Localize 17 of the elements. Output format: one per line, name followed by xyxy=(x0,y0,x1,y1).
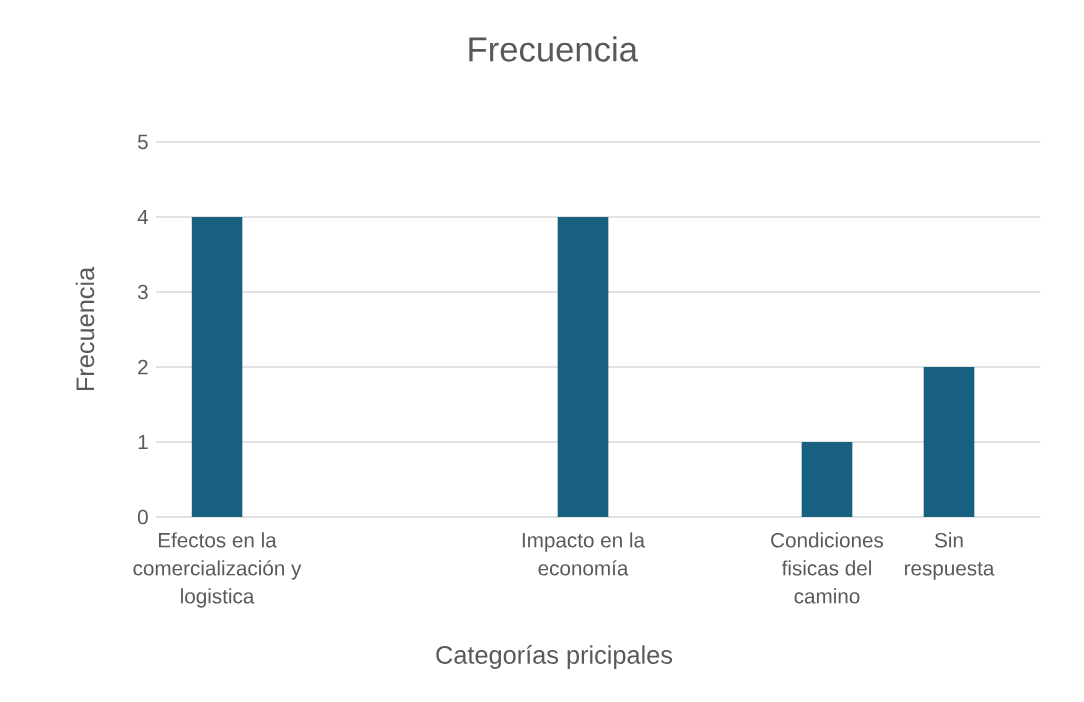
x-axis-title: Categorías pricipales xyxy=(436,645,673,669)
y-tick-label: 1 xyxy=(138,434,148,450)
bar xyxy=(923,366,975,517)
y-tick-label: 0 xyxy=(137,509,148,525)
bar xyxy=(191,216,243,517)
chart-title: Frecuencia xyxy=(469,36,638,62)
x-tick-label: Sin respuesta xyxy=(905,532,995,580)
x-tick-label: Impacto en la economía xyxy=(522,532,645,576)
y-tick-label: 5 xyxy=(137,134,148,150)
x-tick-label: Efectos en la comercialización y logistica xyxy=(133,532,302,608)
y-axis-title: Frecuencia xyxy=(75,266,95,391)
bar xyxy=(557,216,609,517)
bar xyxy=(801,441,853,517)
y-tick-label: 3 xyxy=(137,284,148,300)
y-tick-label: 4 xyxy=(137,209,149,225)
y-tick-label: 2 xyxy=(138,359,148,375)
x-tick-label: Condiciones fisicas del camino xyxy=(771,532,884,604)
